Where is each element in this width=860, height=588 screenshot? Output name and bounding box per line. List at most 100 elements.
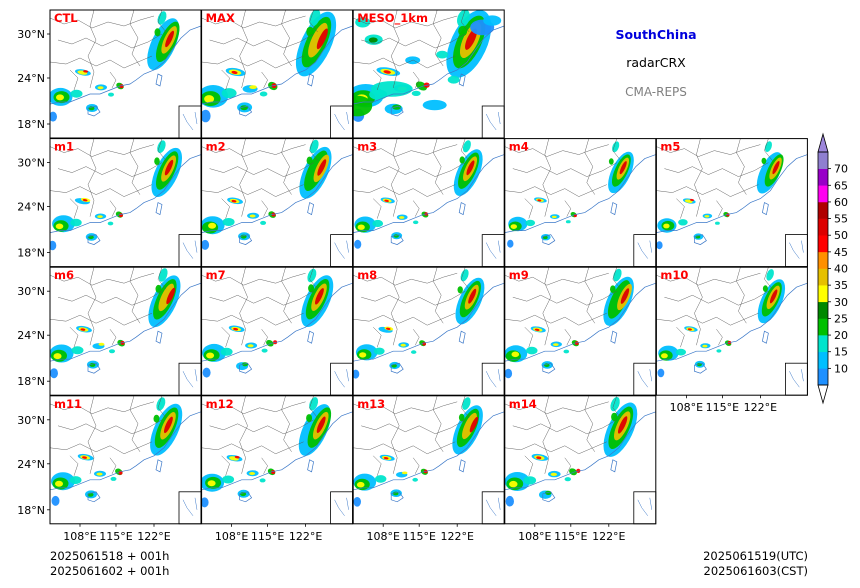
reflectivity-echo [164,159,174,176]
lon-tick-label: 122°E [744,401,777,414]
reflectivity-echo [610,285,616,293]
reflectivity-echo [411,90,421,96]
reflectivity-echo [201,239,210,250]
reflectivity-echo [536,456,542,460]
radar-field [201,138,353,250]
reflectivity-echo [504,368,513,379]
reflectivity-echo [247,344,254,348]
reflectivity-echo [261,348,268,353]
province-border [129,267,141,324]
reflectivity-echo [761,157,767,165]
reflectivity-echo [308,22,328,58]
reflectivity-echo [509,480,518,488]
reflectivity-echo [370,81,413,97]
reflectivity-echo [687,328,692,331]
south-china-sea-inset [330,362,354,396]
reflectivity-echo [157,11,167,25]
lon-tick-label: 115°E [554,530,587,543]
colorbar-tick-label: 60 [834,196,848,209]
reflectivity-echo [204,95,215,103]
province-border [201,144,306,157]
province-border [87,267,97,346]
province-border [221,198,230,219]
reflectivity-echo [565,220,571,224]
colorbar-segment [818,251,828,269]
colorbar-tick-label: 10 [834,362,848,375]
province-border [129,10,141,67]
province-border [664,291,769,306]
reflectivity-echo [309,10,321,27]
province-border [353,15,458,29]
reflectivity-echo [353,369,360,379]
reflectivity-echo [550,472,557,476]
province-border [69,455,79,476]
province-border [50,55,153,69]
province-border [309,138,318,161]
province-border [221,327,230,348]
panel-label: m11 [54,397,82,411]
province-border [129,138,141,195]
hainan-outline [239,362,253,374]
reflectivity-echo [51,495,60,506]
colorbar-segment [818,318,828,336]
taiwan-outline [155,330,163,344]
panel-label: m9 [509,268,529,282]
coastline [656,154,808,233]
map-panel-m14: m14 108°E 115°E 122°E [504,395,657,543]
panel-label: m6 [54,268,74,282]
province-border [239,10,248,89]
reflectivity-echo [457,10,470,28]
reflectivity-echo [466,160,475,176]
inset-coastline [485,240,501,259]
reflectivity-echo [156,397,166,411]
province-border [221,455,230,476]
province-border [353,441,456,455]
south-china-sea-inset [633,234,657,268]
init-time-cst: 2025061602 + 001h [50,564,169,578]
lon-tick-label: 115°E [251,530,284,543]
reflectivity-echo [663,223,670,229]
map-panel-m10: m10 108°E 115°E 122°E [655,266,808,414]
reflectivity-echo [259,478,266,483]
panel-frame [49,395,202,525]
province-border [201,272,306,286]
reflectivity-echo [460,269,469,282]
reflectivity-echo [259,91,268,97]
taiwan-outline [762,330,769,344]
inset-coastline [485,111,501,131]
reflectivity-echo [357,224,365,230]
province-border [57,291,163,306]
lat-tick-label: 24°N [17,458,45,471]
lat-tick-label: 24°N [17,329,45,342]
province-border [361,33,466,49]
radar-field [353,267,505,379]
lon-tick-label: 115°E [706,401,739,414]
reflectivity-echo [678,219,688,226]
coastline [353,25,505,105]
panel-frame [352,395,505,525]
province-border [50,401,155,415]
province-border [109,329,117,346]
lon-tick-label: 108°E [518,530,551,543]
panel-frame [504,395,657,525]
radar-field [201,267,353,378]
south-china-sea-inset [178,362,202,396]
colorbar-tick-label: 70 [834,163,848,176]
province-border [157,138,167,161]
province-border [281,10,292,67]
reflectivity-echo [353,497,361,507]
panel-label: m1 [54,140,74,154]
coastline [50,411,201,491]
reflectivity-echo [97,215,103,218]
reflectivity-echo [165,30,175,48]
lon-tick-label: 108°E [670,401,703,414]
hainan-outline [87,234,101,245]
reflectivity-echo [551,215,557,219]
province-border [239,267,248,346]
lon-tick-label: 115°E [402,530,435,543]
province-border [87,138,97,217]
south-china-sea-inset [785,362,808,396]
reflectivity-echo [507,239,514,248]
lon-tick-label: 108°E [366,530,399,543]
panel-label: m5 [660,140,680,154]
